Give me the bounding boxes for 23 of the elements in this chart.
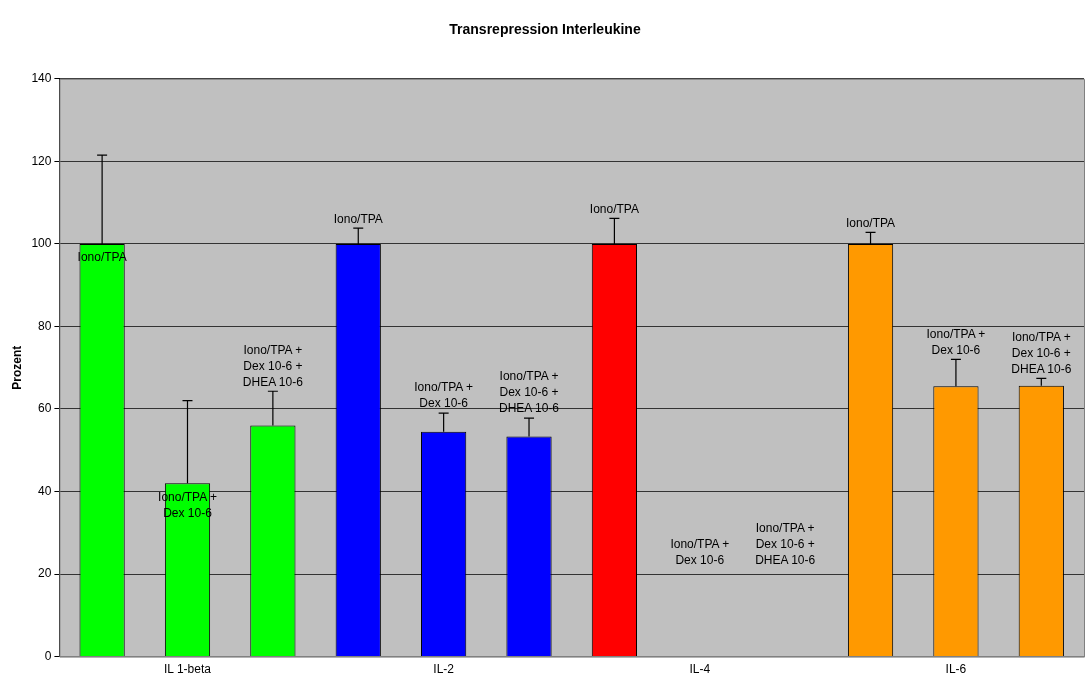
x-tick-label: IL-4 xyxy=(689,662,711,677)
y-tick-label: 100 xyxy=(31,236,52,251)
data-label: Iono/TPA + Dex 10-6 + DHEA 10-6 xyxy=(1011,329,1072,376)
x-tick-label: IL-2 xyxy=(433,662,455,677)
y-tick-label: 0 xyxy=(44,648,52,663)
y-tick-label: 120 xyxy=(31,153,52,168)
y-tick-label: 40 xyxy=(38,483,52,498)
text: Iono/TPA + Dex 10-6 xyxy=(670,536,730,567)
data-label: Iono/TPA xyxy=(845,215,896,230)
data-label: Iono/TPA + Dex 10-6 xyxy=(414,380,474,411)
y-axis-title: Prozent xyxy=(9,345,24,390)
chart-title: Transrepression Interleukine xyxy=(449,21,641,38)
y-tick-label: 140 xyxy=(31,71,52,86)
data-label: Iono/TPA xyxy=(589,201,639,216)
data-label: Iono/TPA + Dex 10-6 xyxy=(926,326,986,357)
x-tick-label: IL-6 xyxy=(945,662,967,677)
y-tick-label: 60 xyxy=(38,401,52,416)
data-label: Iono/TPA xyxy=(333,211,383,226)
y-tick-label: 80 xyxy=(38,318,52,333)
y-tick-label: 20 xyxy=(38,566,52,581)
data-label: Iono/TPA + Dex 10-6 + DHEA 10-6 xyxy=(242,342,304,389)
text: Iono/TPA + Dex 10-6 + DHEA 10-6 xyxy=(755,520,816,567)
x-tick-label: IL 1-beta xyxy=(164,662,212,677)
